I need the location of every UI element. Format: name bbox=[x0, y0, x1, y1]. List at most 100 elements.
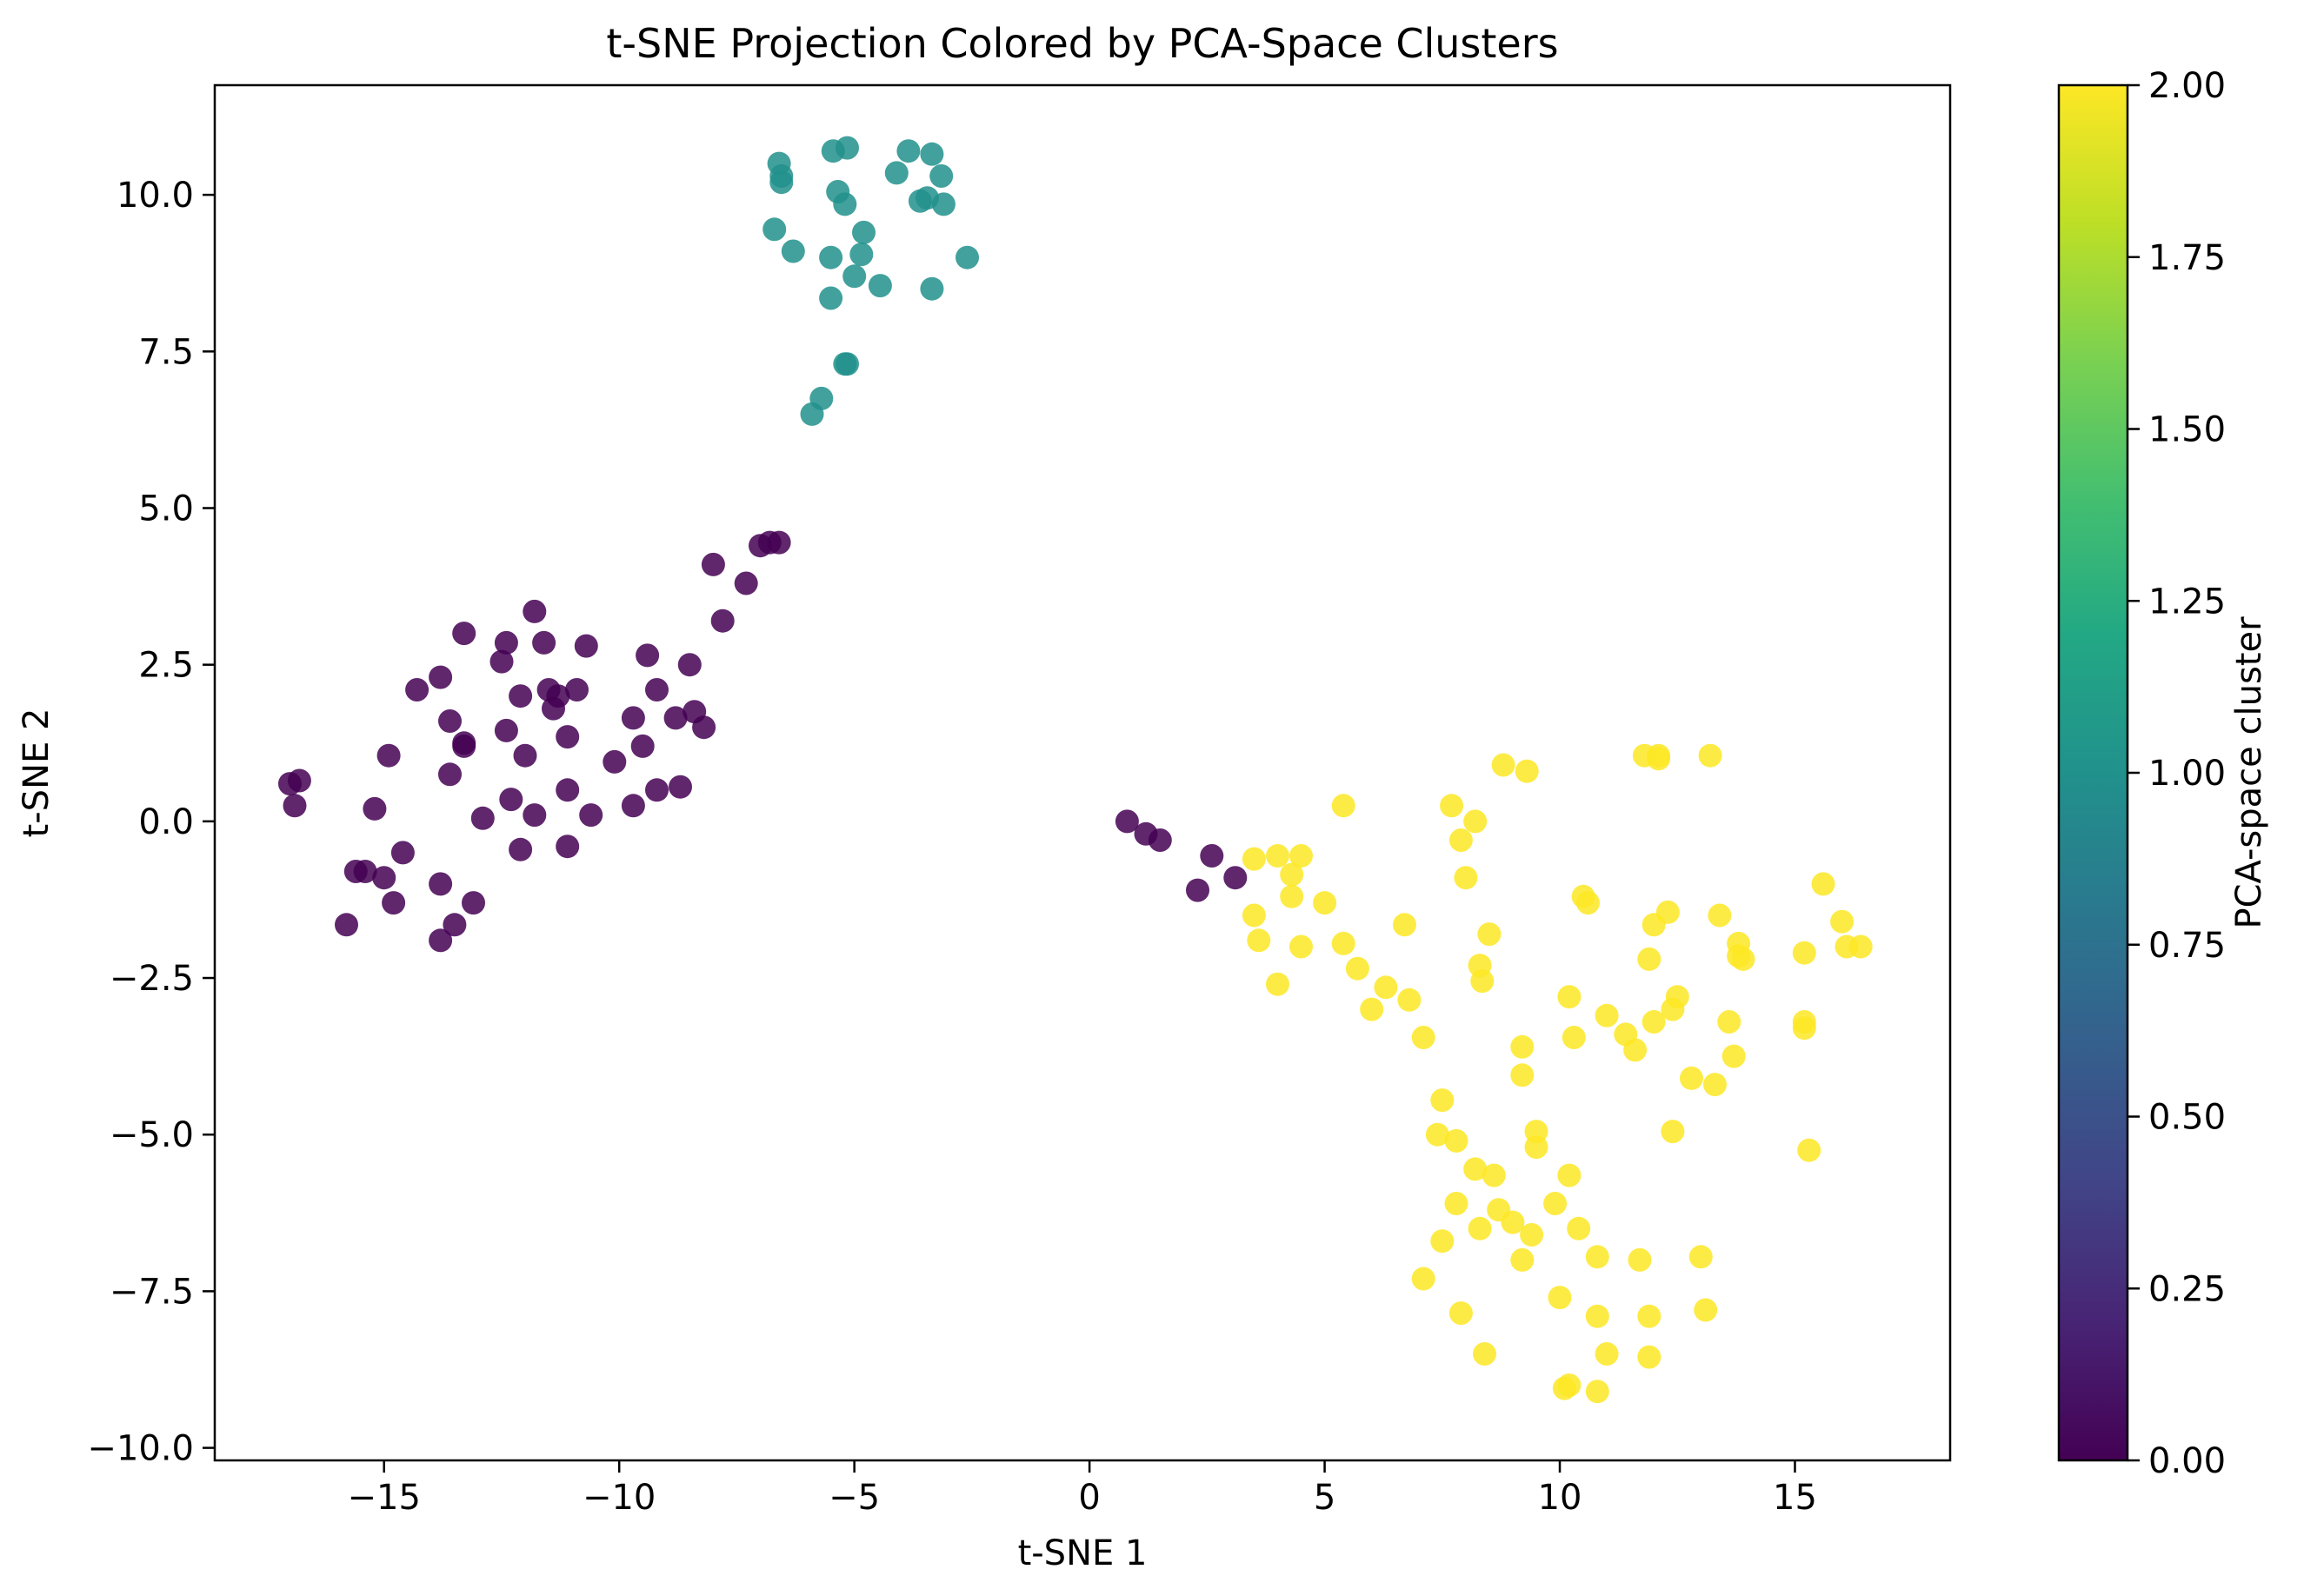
point-cluster-0-21 bbox=[462, 891, 485, 915]
point-cluster-1-3 bbox=[769, 170, 794, 195]
point-cluster-1-0 bbox=[762, 217, 787, 242]
point-cluster-2-7 bbox=[1289, 934, 1313, 959]
colorbar-ticks: 0.00 0.25 0.50 0.75 1.00 1.25 1.50 1.75 2.00 bbox=[2128, 66, 2226, 1481]
point-cluster-2-0 bbox=[1242, 903, 1266, 928]
x-tick-label: 0 bbox=[1078, 1478, 1100, 1518]
x-tick-label: −15 bbox=[348, 1478, 421, 1518]
point-cluster-0-63 bbox=[1186, 878, 1209, 902]
point-cluster-0-6 bbox=[363, 796, 387, 821]
y-tick-label: 2.5 bbox=[138, 646, 194, 686]
point-cluster-0-43 bbox=[621, 794, 645, 818]
point-cluster-0-11 bbox=[405, 678, 430, 702]
point-cluster-2-76 bbox=[1680, 1066, 1703, 1090]
point-cluster-1-26 bbox=[931, 192, 956, 216]
point-cluster-2-55 bbox=[1576, 891, 1600, 915]
point-cluster-0-3 bbox=[335, 913, 358, 937]
point-cluster-2-91 bbox=[1811, 872, 1835, 896]
point-cluster-1-4 bbox=[781, 239, 805, 263]
colorbar bbox=[2057, 83, 2129, 1462]
point-cluster-1-18 bbox=[868, 274, 892, 298]
point-cluster-0-53 bbox=[692, 715, 716, 740]
point-cluster-0-62 bbox=[1148, 828, 1172, 852]
point-cluster-2-2 bbox=[1247, 928, 1271, 953]
point-cluster-2-56 bbox=[1585, 1245, 1609, 1269]
point-cluster-1-17 bbox=[852, 220, 876, 244]
colorbar-tick-label: 0.50 bbox=[2148, 1098, 2226, 1138]
point-cluster-1-27 bbox=[956, 245, 979, 269]
y-tick-label: 5.0 bbox=[138, 489, 194, 529]
point-cluster-2-37 bbox=[1491, 753, 1515, 777]
data-points bbox=[278, 136, 1873, 1404]
point-cluster-1-20 bbox=[896, 139, 921, 163]
point-cluster-0-17 bbox=[443, 913, 467, 937]
point-cluster-0-38 bbox=[556, 835, 580, 859]
point-cluster-2-52 bbox=[1562, 1026, 1586, 1049]
point-cluster-0-30 bbox=[523, 599, 547, 623]
point-cluster-2-90 bbox=[1797, 1138, 1821, 1162]
point-cluster-0-39 bbox=[565, 678, 589, 702]
point-cluster-0-54 bbox=[701, 552, 725, 576]
point-cluster-2-45 bbox=[1524, 1120, 1548, 1144]
point-cluster-2-21 bbox=[1430, 1229, 1455, 1254]
point-cluster-0-27 bbox=[509, 684, 533, 708]
point-cluster-2-39 bbox=[1510, 1247, 1535, 1272]
point-cluster-2-3 bbox=[1266, 844, 1289, 868]
point-cluster-2-19 bbox=[1425, 1122, 1449, 1147]
point-cluster-0-24 bbox=[494, 630, 518, 655]
point-cluster-2-34 bbox=[1477, 922, 1502, 947]
colorbar-tick-label: 0.75 bbox=[2148, 926, 2226, 966]
point-cluster-2-66 bbox=[1637, 1304, 1661, 1328]
colorbar-label: PCA-space cluster bbox=[2229, 616, 2269, 929]
x-tick-label: 5 bbox=[1314, 1478, 1335, 1518]
point-cluster-0-51 bbox=[677, 653, 702, 677]
colorbar-tick-label: 1.00 bbox=[2148, 754, 2226, 794]
point-cluster-2-51 bbox=[1557, 1163, 1582, 1187]
point-cluster-2-9 bbox=[1313, 891, 1337, 915]
point-cluster-2-86 bbox=[1731, 947, 1755, 971]
point-cluster-2-92 bbox=[1830, 909, 1855, 934]
point-cluster-2-5 bbox=[1280, 884, 1304, 908]
point-cluster-0-15 bbox=[438, 709, 462, 733]
point-cluster-0-46 bbox=[636, 643, 660, 668]
point-cluster-0-59 bbox=[767, 530, 791, 555]
point-cluster-1-6 bbox=[809, 386, 834, 410]
point-cluster-0-8 bbox=[376, 743, 401, 768]
point-cluster-0-12 bbox=[429, 665, 453, 689]
point-cluster-0-44 bbox=[621, 706, 645, 730]
point-cluster-2-12 bbox=[1345, 956, 1369, 981]
point-cluster-0-65 bbox=[1223, 866, 1248, 890]
point-cluster-2-58 bbox=[1585, 1380, 1609, 1404]
point-cluster-2-80 bbox=[1703, 1073, 1727, 1097]
point-cluster-2-18 bbox=[1411, 1267, 1435, 1291]
chart-title: t-SNE Projection Colored by PCA-Space Cl… bbox=[606, 20, 1558, 67]
point-cluster-2-78 bbox=[1694, 1298, 1718, 1322]
y-axis-label: t-SNE 2 bbox=[17, 708, 57, 838]
point-cluster-2-25 bbox=[1448, 1301, 1473, 1326]
point-cluster-1-16 bbox=[849, 243, 874, 267]
x-axis-ticks: −15 −10 −5 0 5 10 15 bbox=[348, 1460, 1817, 1518]
point-cluster-1-23 bbox=[920, 142, 944, 166]
point-cluster-2-94 bbox=[1848, 934, 1873, 959]
point-cluster-0-32 bbox=[532, 630, 556, 655]
point-cluster-2-89 bbox=[1792, 1016, 1816, 1041]
point-cluster-2-32 bbox=[1468, 1216, 1492, 1240]
y-axis-ticks: −10.0 −7.5 −5.0 −2.5 0.0 2.5 5.0 7.5 10.0 bbox=[87, 176, 215, 1469]
point-cluster-2-20 bbox=[1430, 1088, 1455, 1113]
point-cluster-2-28 bbox=[1463, 809, 1488, 834]
point-cluster-2-77 bbox=[1688, 1245, 1713, 1269]
point-cluster-0-35 bbox=[546, 684, 570, 708]
point-cluster-0-29 bbox=[513, 743, 537, 768]
x-tick-label: −5 bbox=[829, 1478, 880, 1518]
colorbar-tick-label: 1.75 bbox=[2148, 238, 2226, 278]
point-cluster-2-83 bbox=[1721, 1044, 1746, 1068]
point-cluster-2-63 bbox=[1628, 1247, 1652, 1272]
point-cluster-0-56 bbox=[734, 571, 758, 595]
y-tick-label: 7.5 bbox=[138, 332, 194, 372]
point-cluster-2-35 bbox=[1482, 1163, 1506, 1187]
point-cluster-1-13 bbox=[836, 136, 859, 160]
point-cluster-0-23 bbox=[489, 649, 514, 674]
colorbar-tick-label: 0.00 bbox=[2148, 1441, 2226, 1481]
point-cluster-2-53 bbox=[1567, 1216, 1591, 1240]
point-cluster-2-14 bbox=[1374, 975, 1398, 1000]
